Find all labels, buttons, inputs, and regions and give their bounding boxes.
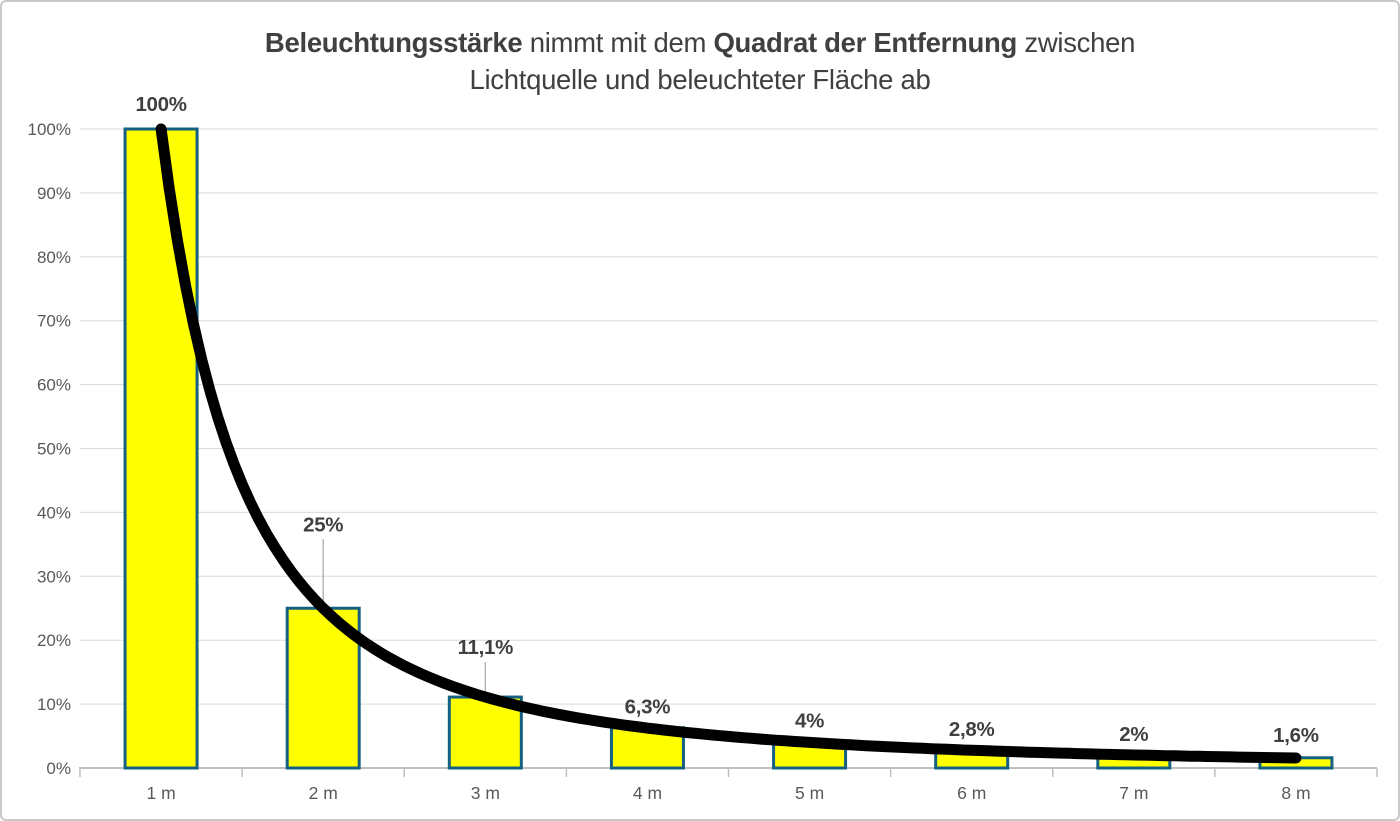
data-label: 25% (303, 513, 343, 536)
data-label: 2,8% (949, 718, 995, 741)
label-leader-lines (322, 539, 486, 694)
inverse-square-curve (155, 123, 1302, 764)
title-bold-quadrat: Quadrat der Entfernung (713, 27, 1018, 58)
y-axis-labels: 0% 10% 20% 30% 40% 50% 60% 70% 80% 90% 100% (28, 120, 71, 778)
bar (285, 606, 361, 770)
data-label: 100% (135, 93, 186, 116)
chart-title-line2: Lichtquelle und beleuchteter Fläche ab (469, 64, 931, 95)
data-label: 2% (1119, 723, 1148, 746)
y-tick-label: 100% (28, 120, 71, 139)
x-axis-labels: 1 m 2 m 3 m 4 m 5 m 6 m 7 m 8 m (146, 783, 1310, 803)
y-tick-label: 10% (37, 695, 71, 714)
data-label: 4% (795, 709, 824, 732)
y-tick-label: 20% (37, 631, 71, 650)
y-tick-label: 80% (37, 248, 71, 267)
bar (123, 127, 199, 770)
x-tick-label: 4 m (633, 783, 662, 803)
y-tick-label: 30% (37, 567, 71, 586)
y-tick-label: 0% (46, 759, 71, 778)
x-tick-label: 1 m (146, 783, 175, 803)
x-tick-label: 2 m (309, 783, 338, 803)
data-labels: 100% 25% 11,1% 6,3% 4% 2,8% 2% 1,6% (135, 93, 1319, 747)
y-tick-label: 90% (37, 184, 71, 203)
data-label: 1,6% (1273, 724, 1319, 747)
x-axis (79, 767, 1378, 777)
x-tick-label: 5 m (795, 783, 824, 803)
x-tick-label: 6 m (957, 783, 986, 803)
title-bold-beleuchtungsstaerke: Beleuchtungsstärke (264, 27, 523, 58)
y-tick-label: 50% (37, 440, 71, 459)
y-tick-label: 70% (37, 312, 71, 331)
x-tick-label: 3 m (471, 783, 500, 803)
data-label: 11,1% (458, 636, 514, 659)
y-tick-label: 40% (37, 503, 71, 522)
chart-title-line1: Beleuchtungsstärke nimmt mit dem Quadrat… (264, 27, 1136, 58)
x-tick-label: 7 m (1119, 783, 1148, 803)
data-label: 6,3% (625, 696, 671, 719)
curve-path (155, 123, 1302, 764)
y-tick-label: 60% (37, 376, 71, 395)
chart-title: Beleuchtungsstärke nimmt mit dem Quadrat… (2, 24, 1398, 98)
x-tick-label: 8 m (1281, 783, 1310, 803)
gridlines (80, 128, 1377, 705)
